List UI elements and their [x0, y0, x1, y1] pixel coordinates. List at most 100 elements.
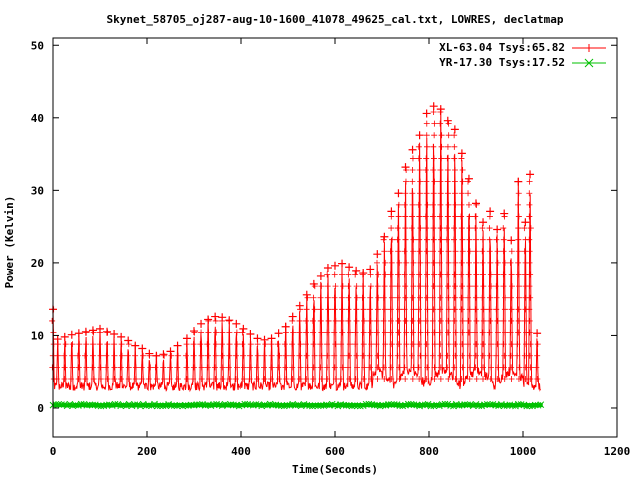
series-xl-marker	[401, 364, 408, 371]
series-xl-marker	[388, 341, 395, 348]
series-xl-marker	[146, 352, 153, 359]
series-xl-marker	[402, 375, 409, 382]
series-xl-marker	[451, 294, 458, 301]
series-xl-marker	[76, 341, 83, 348]
series-xl-peak-marker	[316, 271, 325, 280]
series-xl-marker	[416, 271, 423, 278]
series-xl-marker	[361, 364, 368, 371]
series-xl-marker	[444, 271, 451, 278]
series-yr-marker	[311, 402, 319, 409]
series-xl-marker	[325, 306, 332, 313]
series-xl-marker	[480, 317, 487, 324]
series-xl-marker	[345, 271, 352, 278]
series-yr-marker	[272, 401, 280, 409]
plot-frame	[52, 37, 618, 438]
series-xl-stem-markers	[49, 108, 541, 382]
series-xl-marker	[395, 317, 402, 324]
x-tick-label: 800	[419, 445, 439, 458]
series-yr-marker	[58, 401, 65, 408]
series-xl-marker	[472, 306, 479, 313]
series-xl-marker	[507, 329, 514, 336]
series-xl-marker	[459, 236, 466, 243]
series-xl-marker	[394, 225, 401, 232]
series-xl-marker	[479, 259, 486, 266]
series-xl-marker	[431, 178, 438, 185]
series-xl-marker	[458, 375, 465, 382]
series-xl-marker	[423, 132, 430, 139]
series-xl-marker	[495, 364, 502, 371]
series-xl-marker	[501, 375, 508, 382]
chart-title: Skynet_58705_oj287-aug-10-1600_41078_496…	[107, 13, 564, 26]
series-xl-line	[52, 108, 541, 393]
series-xl-marker	[430, 201, 437, 208]
series-xl-marker	[515, 190, 522, 197]
series-xl-marker	[331, 352, 338, 359]
series-xl-marker	[381, 306, 388, 313]
series-xl-peak-marker	[60, 332, 69, 341]
series-xl-marker	[152, 364, 159, 371]
series-xl-marker	[324, 364, 331, 371]
series-xl-marker	[526, 306, 533, 313]
series-xl-peak-marker	[323, 263, 332, 272]
series-xl-marker	[83, 341, 90, 348]
series-xl-marker	[458, 225, 465, 232]
series-xl-marker	[437, 120, 444, 127]
series-xl-marker	[125, 375, 132, 382]
series-xl-marker	[494, 329, 501, 336]
series-xl-marker	[501, 306, 508, 313]
series-xl-peak-marker	[211, 312, 220, 321]
series-xl-marker	[254, 341, 261, 348]
series-xl-marker	[253, 364, 260, 371]
series-xl-marker	[526, 201, 533, 208]
series-xl-marker	[516, 364, 523, 371]
series-xl-marker	[90, 329, 97, 336]
series-xl-marker	[382, 271, 389, 278]
series-xl-marker	[324, 294, 331, 301]
series-xl-marker	[96, 341, 103, 348]
series-xl-peak-marker	[450, 125, 459, 134]
series-xl-marker	[161, 352, 168, 359]
series-xl-marker	[417, 352, 424, 359]
series-xl-marker	[487, 375, 494, 382]
series-xl-marker	[409, 167, 416, 174]
series-xl-marker	[276, 375, 283, 382]
series-xl-marker	[360, 329, 367, 336]
series-xl-marker	[246, 375, 253, 382]
series-xl-marker	[191, 329, 198, 336]
series-xl-marker	[486, 352, 493, 359]
series-yr-marker	[94, 402, 102, 409]
series-xl-marker	[387, 317, 394, 324]
series-yr-marker	[269, 401, 277, 409]
series-xl-marker	[444, 167, 451, 174]
series-xl-marker	[190, 364, 197, 371]
series-xl-marker	[437, 271, 444, 278]
series-xl-marker	[424, 143, 431, 150]
series-xl-marker	[464, 341, 471, 348]
series-xl-marker	[97, 375, 104, 382]
series-xl-marker	[452, 352, 459, 359]
series-xl-marker	[459, 317, 466, 324]
series-xl-marker	[479, 236, 486, 243]
series-xl-marker	[423, 190, 430, 197]
series-xl-marker	[297, 364, 304, 371]
series-xl-marker	[125, 364, 132, 371]
series-xl-marker	[451, 364, 458, 371]
series-xl-marker	[346, 329, 353, 336]
series-xl-peak-marker	[526, 170, 535, 179]
series-xl-marker	[429, 213, 436, 220]
series-xl-marker	[534, 375, 541, 382]
series-xl-marker	[480, 341, 487, 348]
series-xl-marker	[260, 364, 267, 371]
series-xl-marker	[409, 341, 416, 348]
series-xl-marker	[395, 201, 402, 208]
series-xl-marker	[387, 352, 394, 359]
series-xl-marker	[409, 155, 416, 162]
series-xl-marker	[395, 341, 402, 348]
series-xl-marker	[318, 283, 325, 290]
series-yr-marker	[89, 401, 96, 409]
series-xl-marker	[437, 190, 444, 197]
series-xl-marker	[303, 306, 310, 313]
series-xl-marker	[403, 329, 410, 336]
series-xl-marker	[311, 306, 318, 313]
